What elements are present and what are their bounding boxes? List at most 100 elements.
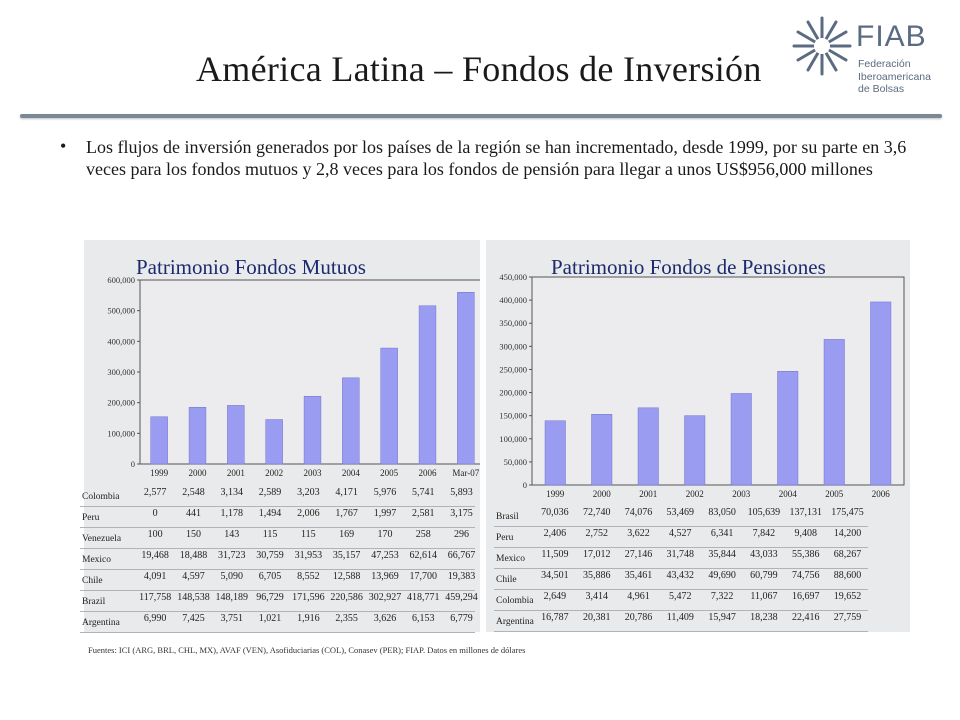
y-tick-label: 350,000	[499, 318, 527, 328]
table-cell: 34,501	[541, 570, 569, 581]
table-cell: 171,596	[292, 592, 325, 603]
table-cell: 11,409	[666, 612, 694, 623]
table-cell: 11,067	[750, 591, 778, 602]
logo-name: FIAB	[856, 20, 927, 53]
bar	[637, 407, 659, 486]
table-cell: 22,416	[791, 612, 820, 623]
x-tick-label: 2003	[732, 489, 751, 499]
table-cell: 7,842	[752, 528, 776, 539]
table-cell: 150	[185, 529, 201, 540]
table-row: Chile 34,501 35,886 35,461 43,432 49,690 60,79…	[494, 569, 868, 590]
table-cell: 2,406	[543, 528, 567, 539]
row-label: Peru	[82, 513, 100, 523]
table-cell: 18,488	[179, 550, 208, 561]
table-cell: 148,189	[215, 592, 248, 603]
table-cell: 4,171	[335, 487, 358, 498]
table-cell: 169	[339, 529, 355, 540]
table-cell: 74,076	[624, 507, 653, 518]
table-cell: 117,758	[139, 592, 172, 603]
table-cell: 35,157	[332, 550, 361, 561]
x-tick-label: 2005	[825, 489, 844, 499]
logo-subtitle-line: Federación	[858, 58, 911, 70]
table-cell: 7,425	[182, 613, 205, 624]
table-row: Argentina 16,787 20,381 20,786 11,409 15,947 1…	[494, 611, 868, 632]
table-cell: 17,700	[409, 571, 437, 582]
table-cell: 35,461	[624, 570, 653, 581]
table-cell: 66,767	[447, 550, 476, 561]
table-cell: 19,383	[447, 571, 476, 582]
bar	[227, 405, 245, 465]
table-cell: 418,771	[406, 592, 440, 603]
table-cell: 2,006	[297, 508, 320, 519]
bar	[730, 393, 752, 486]
table-cell: 27,146	[624, 549, 653, 560]
table-cell: 100	[147, 529, 163, 540]
table-cell: 6,779	[450, 613, 473, 624]
table-cell: 74,756	[791, 570, 820, 581]
table-cell: 96,729	[256, 592, 284, 603]
table-cell: 4,091	[143, 571, 167, 582]
sources-footnote: Fuentes: ICI (ARG, BRL, CHL, MX), AVAF (…	[88, 645, 526, 655]
table-cell: 175,475	[831, 507, 864, 518]
logo-subtitle: Federación Iberoamericana de Bolsas	[858, 58, 931, 96]
x-tick-label: 1999	[150, 468, 169, 478]
y-tick-label: 200,000	[499, 388, 527, 398]
table-cell: 105,639	[747, 507, 781, 518]
table-cell: 35,886	[582, 570, 611, 581]
table-cell: 4,597	[182, 571, 205, 582]
table-cell: 137,131	[789, 507, 822, 518]
table-cell: 2,649	[543, 591, 567, 602]
row-label: Chile	[496, 575, 517, 585]
x-tick-label: 1999	[546, 489, 565, 499]
fiab-logo: FIAB Federación Iberoamericana de Bolsas	[790, 12, 950, 108]
table-cell: 4,961	[627, 591, 650, 602]
table-cell: 16,787	[541, 612, 569, 623]
table-cell: 7,322	[710, 591, 734, 602]
table-cell: 2,752	[585, 528, 608, 539]
table-cell: 20,381	[582, 612, 611, 623]
table-cell: 1,767	[335, 508, 358, 519]
table-cell: 5,976	[373, 487, 397, 498]
bar	[823, 339, 845, 486]
row-label: Brasil	[496, 512, 519, 522]
table-cell: 16,697	[791, 591, 820, 602]
y-tick-label: 0	[523, 480, 527, 490]
table-cell: 2,577	[143, 487, 167, 498]
pension-funds-chart: 0 50,000 100,000 150,000 200,000 250,000 300,0…	[499, 272, 905, 499]
x-tick-label: 2000	[593, 489, 612, 499]
row-label: Colombia	[496, 596, 534, 606]
x-tick-label: 2006	[872, 489, 891, 499]
table-cell: 8,552	[297, 571, 320, 582]
table-cell: 31,953	[294, 550, 323, 561]
y-tick-label: 300,000	[107, 367, 135, 377]
table-cell: 6,990	[143, 613, 167, 624]
table-cell: 35,844	[708, 549, 736, 560]
table-cell: 3,134	[220, 487, 243, 498]
table-cell: 5,893	[450, 487, 473, 498]
row-label: Mexico	[82, 555, 112, 565]
table-cell: 3,203	[297, 487, 320, 498]
row-label: Colombia	[82, 492, 120, 502]
row-label: Brazil	[82, 597, 106, 607]
table-row: Brasil 70,036 72,740 74,076 53,469 83,050 105,…	[494, 506, 868, 527]
table-cell: 220,586	[330, 592, 363, 603]
table-cell: 148,538	[177, 592, 210, 603]
bar	[684, 415, 706, 486]
table-cell: 5,741	[411, 487, 435, 498]
table-cell: 0	[152, 508, 158, 519]
table-cell: 27,759	[833, 612, 862, 623]
bar	[544, 420, 566, 486]
table-cell: 441	[185, 508, 201, 519]
table-row: Argentina 6,990 7,425 3,751 1,021 1,916 2,355 3…	[80, 612, 475, 633]
table-row: Venezuela 100 150 143 115 115 169 170 258 296	[80, 528, 475, 549]
table-cell: 31,723	[217, 550, 246, 561]
slide-title: América Latina – Fondos de Inversión	[196, 49, 762, 89]
y-tick-label: 450,000	[499, 272, 527, 282]
row-label: Peru	[496, 533, 514, 543]
table-cell: 3,622	[627, 528, 650, 539]
title-divider	[20, 114, 942, 118]
table-cell: 43,033	[750, 549, 778, 560]
table-row: Peru 2,406 2,752 3,622 4,527 6,341 7,842 9,408 1…	[494, 527, 868, 548]
table-row: Peru 0 441 1,178 1,494 2,006 1,767 1,997 2,581 3,…	[80, 507, 475, 528]
bar	[591, 414, 613, 486]
